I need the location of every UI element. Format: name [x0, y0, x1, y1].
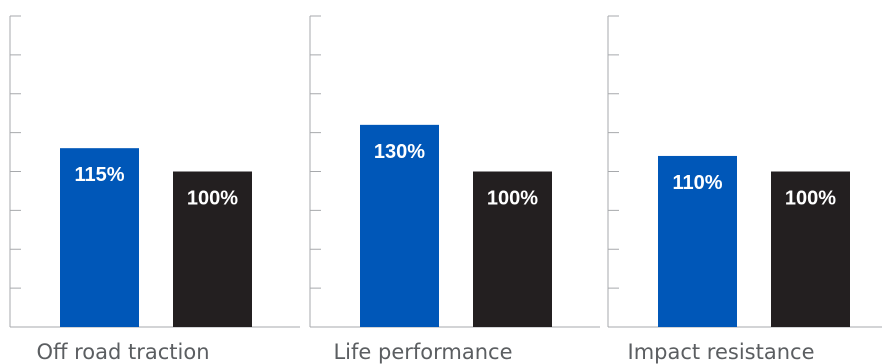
bar [60, 148, 139, 327]
chart-panel-2: 130% 100% Life performance [309, 15, 600, 364]
bar [173, 171, 252, 327]
bar-value-label: 100% [187, 188, 238, 210]
chart-panel-1: 115% 100% Off road traction [9, 15, 300, 364]
bar-value-label: 100% [785, 188, 836, 210]
bar [360, 124, 439, 327]
bar-value-label: 115% [74, 164, 124, 186]
chart-panel-3: 110% 100% Impact resistance [607, 15, 882, 364]
bar [771, 171, 850, 327]
bar-value-label: 130% [374, 141, 425, 163]
category-label: Impact resistance [628, 340, 815, 364]
bar-value-label: 110% [672, 172, 722, 194]
bar [658, 155, 737, 327]
category-label: Off road traction [36, 340, 209, 364]
category-label: Life performance [333, 340, 512, 364]
bar [473, 171, 552, 327]
bar-value-label: 100% [487, 188, 538, 210]
